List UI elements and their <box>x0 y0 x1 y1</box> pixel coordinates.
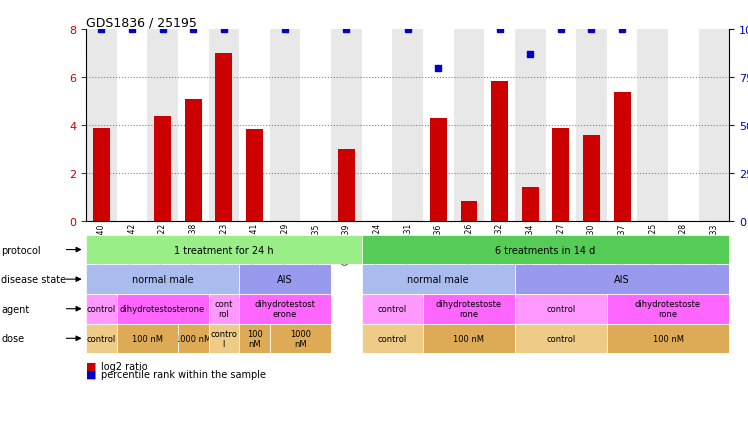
Text: dihydrotestosterone: dihydrotestosterone <box>120 305 205 313</box>
Bar <box>637 30 668 221</box>
Bar <box>613 92 631 221</box>
Text: disease state: disease state <box>1 275 67 284</box>
Text: protocol: protocol <box>1 245 41 255</box>
Text: normal male: normal male <box>132 275 194 284</box>
Text: control: control <box>87 305 116 313</box>
Text: cont
rol: cont rol <box>215 299 233 319</box>
Text: 100 nM: 100 nM <box>453 334 485 343</box>
Bar <box>583 135 600 221</box>
Bar <box>484 30 515 221</box>
Bar <box>545 30 576 221</box>
Bar <box>301 30 331 221</box>
Bar <box>338 150 355 221</box>
Text: dihydrotestost
erone: dihydrotestost erone <box>254 299 316 319</box>
Text: control: control <box>546 305 575 313</box>
Bar <box>117 30 147 221</box>
Bar <box>93 128 110 221</box>
Bar <box>362 30 393 221</box>
Text: control: control <box>87 334 116 343</box>
Bar <box>393 30 423 221</box>
Text: control: control <box>378 305 407 313</box>
Text: 6 treatments in 14 d: 6 treatments in 14 d <box>495 245 595 255</box>
Text: AIS: AIS <box>278 275 293 284</box>
Text: 100 nM: 100 nM <box>652 334 684 343</box>
Text: normal male: normal male <box>408 275 469 284</box>
Bar <box>246 129 263 221</box>
Bar <box>576 30 607 221</box>
Text: control: control <box>546 334 575 343</box>
Bar <box>552 128 569 221</box>
Text: dihydrotestoste
rone: dihydrotestoste rone <box>635 299 701 319</box>
Bar <box>154 116 171 221</box>
Bar <box>430 118 447 221</box>
Bar <box>668 30 699 221</box>
Bar <box>522 188 539 221</box>
Text: dihydrotestoste
rone: dihydrotestoste rone <box>436 299 502 319</box>
Bar <box>147 30 178 221</box>
Bar <box>607 30 637 221</box>
Text: 1 treatment for 24 h: 1 treatment for 24 h <box>174 245 274 255</box>
Text: percentile rank within the sample: percentile rank within the sample <box>101 369 266 378</box>
Bar <box>699 30 729 221</box>
Bar <box>86 30 117 221</box>
Bar <box>515 30 545 221</box>
Text: 100
nM: 100 nM <box>247 329 263 348</box>
Bar <box>331 30 362 221</box>
Text: 100 nM: 100 nM <box>132 334 163 343</box>
Text: 1000
nM: 1000 nM <box>290 329 311 348</box>
Text: dose: dose <box>1 334 25 343</box>
Text: ■: ■ <box>86 369 96 378</box>
Text: contro
l: contro l <box>210 329 237 348</box>
Text: control: control <box>378 334 407 343</box>
Bar <box>185 99 202 221</box>
Bar <box>239 30 270 221</box>
Bar <box>461 201 477 221</box>
Bar <box>453 30 484 221</box>
Bar <box>178 30 209 221</box>
Text: AIS: AIS <box>614 275 630 284</box>
Bar <box>215 54 233 221</box>
Text: 1000 nM: 1000 nM <box>175 334 212 343</box>
Text: log2 ratio: log2 ratio <box>101 362 147 371</box>
Text: agent: agent <box>1 304 30 314</box>
Bar <box>491 82 508 221</box>
Bar <box>209 30 239 221</box>
Text: ■: ■ <box>86 362 96 371</box>
Bar <box>423 30 453 221</box>
Text: GDS1836 / 25195: GDS1836 / 25195 <box>86 16 197 29</box>
Bar <box>270 30 301 221</box>
